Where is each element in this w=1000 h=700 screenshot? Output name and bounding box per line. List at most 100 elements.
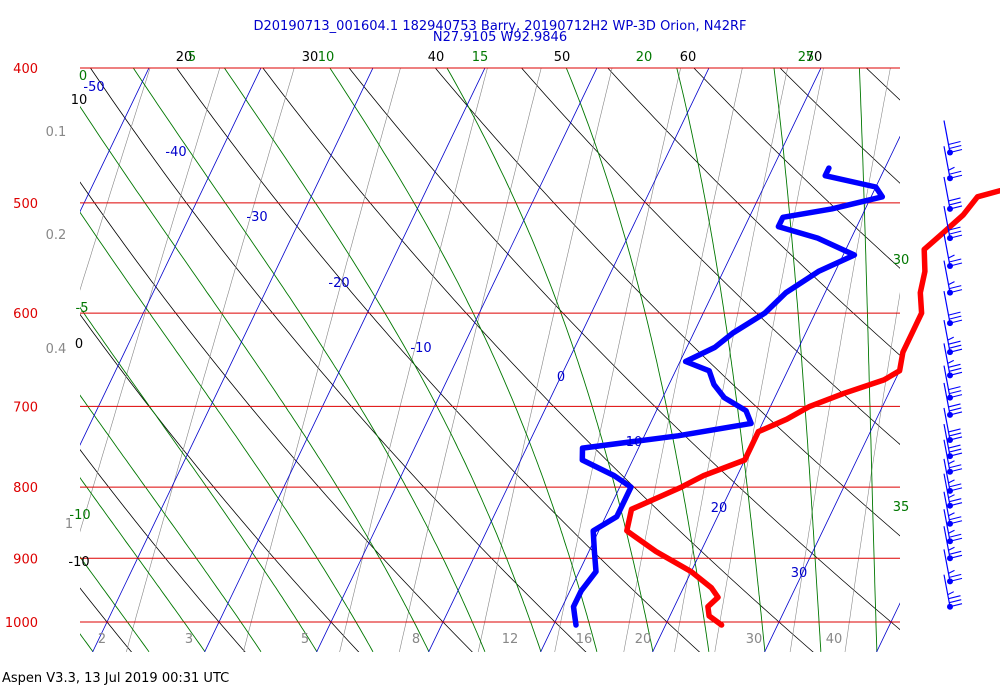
mixing-ratio-label: 0.2 (46, 228, 67, 243)
mixing-ratio-line (714, 68, 824, 652)
isotherm-line (0, 40, 50, 700)
dry-adiabat-label: -10 (68, 555, 89, 570)
moist-adiabat-line (80, 306, 318, 652)
dry-adiabat-line (262, 68, 814, 652)
moist-adiabat-line (80, 105, 430, 652)
isotherm-line (204, 68, 486, 652)
isotherm-line (540, 68, 822, 652)
dry-adiabat-line (80, 181, 473, 652)
dry-adiabat-line (80, 587, 133, 652)
mixing-ratio-label: 12 (502, 632, 519, 647)
mixing-ratio-line (125, 68, 295, 652)
pressure-tick-label: 1000 (5, 616, 38, 631)
wind-barb (943, 120, 963, 156)
mixing-ratio-label: 30 (746, 632, 763, 647)
moist-adiabat-label: -10 (69, 508, 90, 523)
isotherm-line (80, 68, 150, 213)
moist-adiabat-line (80, 394, 262, 652)
isotherm-label: 30 (791, 566, 808, 581)
plot-area (0, 40, 900, 700)
moist-adiabat-label: 10 (318, 50, 335, 65)
isotherm-label: 0 (557, 370, 565, 385)
pressure-tick-label: 500 (13, 197, 38, 212)
mixing-ratio-label: 0.1 (46, 125, 67, 140)
isotherm-label: -40 (165, 145, 186, 160)
pressure-tick-label: 800 (13, 481, 38, 496)
moist-adiabat-line (446, 68, 654, 652)
chart-title: D20190713_001604.1 182940753 Barry, 2019… (253, 19, 747, 34)
dry-adiabat-label: 60 (680, 50, 697, 65)
moist-adiabat-line (80, 211, 374, 652)
mixing-ratio-label: 16 (576, 632, 593, 647)
isotherm-line (80, 68, 262, 446)
moist-adiabat-line (80, 476, 206, 652)
moist-adiabat-line (223, 68, 542, 652)
wind-barb (943, 509, 963, 545)
dry-adiabat-line (520, 68, 900, 446)
wind-barb (943, 146, 963, 182)
dry-adiabat-label: 40 (428, 50, 445, 65)
isotherm-line (428, 68, 710, 652)
moist-adiabat-label: 0 (79, 69, 87, 84)
dry-adiabat-line (779, 68, 900, 184)
moist-adiabat-line (773, 68, 822, 652)
mixing-ratio-label: 20 (635, 632, 652, 647)
mixing-ratio-label: 2 (98, 632, 106, 647)
moist-adiabat-line (329, 68, 598, 652)
mixing-ratio-label: 5 (301, 632, 309, 647)
dry-adiabat-line (348, 68, 900, 631)
moist-adiabat-line (80, 556, 150, 652)
moist-adiabat-label: 35 (893, 500, 910, 515)
moist-adiabat-label: -5 (76, 301, 89, 316)
footer-info: Aspen V3.3, 13 Jul 2019 00:31 UTC (2, 671, 230, 686)
mixing-ratio-line (477, 68, 613, 652)
moist-adiabat-line (676, 68, 766, 652)
wind-barb (943, 260, 963, 296)
pressure-tick-label: 900 (13, 552, 38, 567)
wind-barb (943, 320, 963, 356)
wind-barb-column (943, 120, 963, 610)
wind-barb (943, 458, 963, 494)
isotherm-line (92, 68, 374, 652)
dry-adiabat-label: 20 (176, 50, 193, 65)
pressure-tick-label: 700 (13, 400, 38, 415)
dry-adiabat-line (176, 68, 701, 652)
wind-barb (943, 423, 963, 460)
wind-barb (943, 176, 963, 212)
wind-barb (943, 526, 963, 562)
wind-barb (943, 291, 963, 327)
moist-adiabat-label: 15 (472, 50, 489, 65)
isotherm-label: 10 (626, 435, 643, 450)
dry-adiabat-label: 30 (302, 50, 319, 65)
moist-adiabat-label: 30 (893, 253, 910, 268)
mixing-ratio-line (844, 291, 900, 652)
dry-adiabat-line (89, 68, 587, 652)
isotherm-label: -20 (328, 276, 349, 291)
moist-adiabat-label: 5 (188, 50, 196, 65)
mixing-ratio-line (243, 68, 401, 652)
wind-barb (943, 549, 963, 585)
wind-barb (943, 343, 963, 379)
mixing-ratio-line (674, 68, 788, 652)
wind-barb (943, 233, 963, 270)
wind-barb (943, 439, 963, 475)
pressure-tick-label: 400 (13, 62, 38, 77)
moist-adiabat-line (132, 68, 486, 652)
isotherm-label: -30 (246, 210, 267, 225)
isotherm-label: 20 (711, 501, 728, 516)
mixing-ratio-label: 40 (826, 632, 843, 647)
dry-adiabat-label: 70 (806, 50, 823, 65)
isotherm-label: -50 (83, 80, 104, 95)
dry-adiabat-label: 0 (75, 337, 83, 352)
mixing-ratio-line (80, 68, 151, 291)
dry-adiabat-line (80, 313, 360, 652)
mixing-ratio-label: 8 (412, 632, 420, 647)
dewpoint-profile (570, 165, 886, 628)
dry-adiabat-line (607, 68, 900, 356)
wind-barb (943, 365, 963, 401)
isotherm-label: -10 (410, 341, 431, 356)
moist-adiabat-line (565, 68, 710, 652)
chart-subtitle: N27.9105 W92.9846 (432, 30, 568, 45)
temperature-profile (624, 187, 1000, 628)
